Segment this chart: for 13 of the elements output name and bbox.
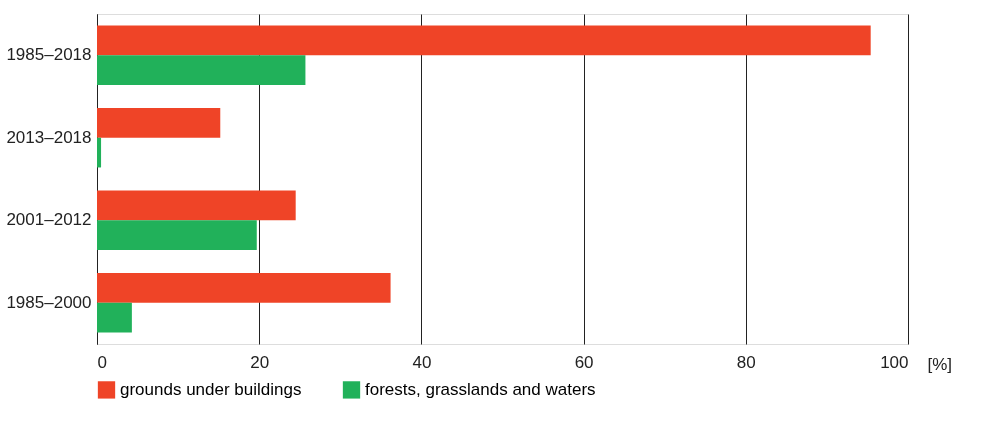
x-tick-label: 80 xyxy=(736,352,756,372)
y-tick-label: 2001–2012 xyxy=(6,210,92,230)
x-tick-label: 0 xyxy=(97,352,107,372)
x-tick-label: 60 xyxy=(574,352,594,372)
legend-label: forests, grasslands and waters xyxy=(365,379,596,399)
y-tick-label: 1985–2000 xyxy=(6,292,92,312)
x-tick-label: 100 xyxy=(880,352,909,372)
x-tick-label: 20 xyxy=(250,352,270,372)
x-axis-title: [%] xyxy=(927,354,953,374)
y-tick-label: 2013–2018 xyxy=(6,127,92,147)
legend-label: grounds under buildings xyxy=(120,379,302,399)
y-tick-label: 1985–2018 xyxy=(6,45,92,65)
x-tick-label: 40 xyxy=(412,352,432,372)
